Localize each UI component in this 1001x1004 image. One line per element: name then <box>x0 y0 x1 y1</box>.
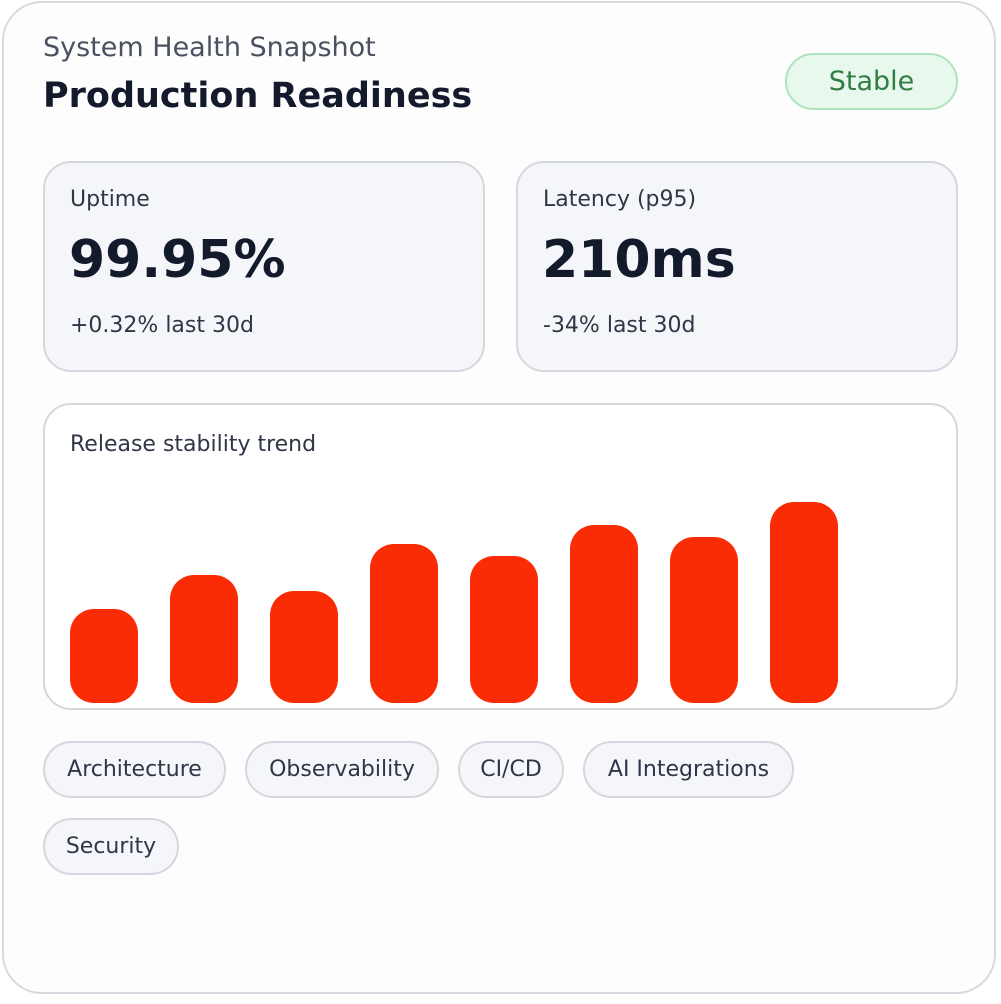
latency-label: Latency (p95) <box>543 187 697 212</box>
chart-title: Release stability trend <box>70 432 317 457</box>
tag-observability[interactable]: Observability <box>245 741 439 798</box>
release-stability-chart: Release stability trend <box>43 403 958 710</box>
trend-bar-7 <box>670 537 738 703</box>
page-eyebrow: System Health Snapshot <box>43 32 376 63</box>
uptime-value: 99.95% <box>69 230 286 290</box>
tag-ci-cd[interactable]: CI/CD <box>458 741 564 798</box>
trend-bar-8 <box>770 502 838 703</box>
trend-bar-4 <box>370 544 438 703</box>
release-stability-bars <box>70 502 838 703</box>
trend-bar-6 <box>570 525 638 703</box>
latency-card: Latency (p95) 210ms -34% last 30d <box>516 161 958 372</box>
latency-value: 210ms <box>542 230 736 290</box>
page-title: Production Readiness <box>43 76 473 116</box>
tag-architecture[interactable]: Architecture <box>43 741 226 798</box>
trend-bar-5 <box>470 556 538 703</box>
latency-change: -34% last 30d <box>543 313 696 338</box>
uptime-card: Uptime 99.95% +0.32% last 30d <box>43 161 485 372</box>
tag-security[interactable]: Security <box>43 818 179 875</box>
trend-bar-2 <box>170 575 238 703</box>
trend-bar-1 <box>70 609 138 703</box>
status-badge: Stable <box>785 53 958 110</box>
trend-bar-3 <box>270 591 338 703</box>
tag-ai-integrations[interactable]: AI Integrations <box>583 741 794 798</box>
uptime-change: +0.32% last 30d <box>70 313 254 338</box>
uptime-label: Uptime <box>70 187 150 212</box>
